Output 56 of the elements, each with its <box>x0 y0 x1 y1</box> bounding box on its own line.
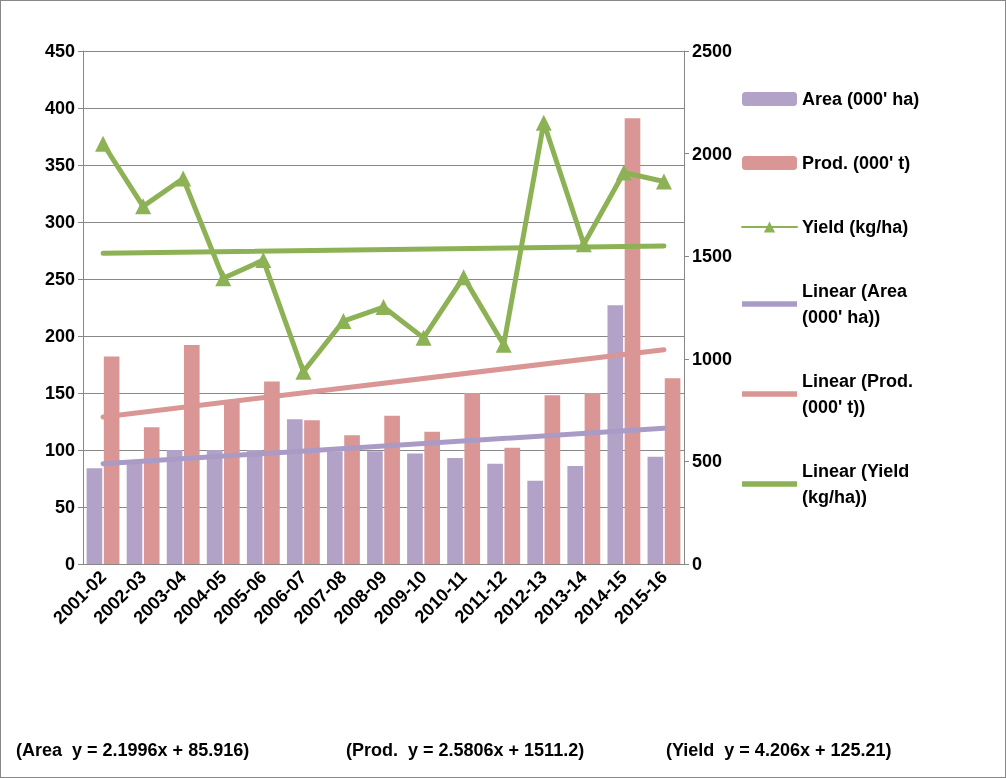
bar <box>504 447 521 564</box>
y-tick-label: 250 <box>44 269 75 289</box>
bar <box>584 393 601 564</box>
y2-tick-label: 2000 <box>692 143 733 164</box>
point <box>215 270 232 287</box>
y-tick-label: 300 <box>44 212 75 232</box>
bar <box>464 393 481 564</box>
bar <box>447 457 463 564</box>
point <box>375 299 392 316</box>
bar <box>304 420 320 564</box>
point <box>175 170 192 187</box>
point <box>455 269 472 286</box>
point <box>255 252 272 269</box>
legend-label: Prod. (000' t) <box>802 153 911 173</box>
point <box>135 198 152 215</box>
y-tick-label: 0 <box>64 554 75 574</box>
y-tick-label: 50 <box>54 497 75 517</box>
bar <box>143 427 160 564</box>
bar <box>647 456 664 564</box>
y-tick-label: 350 <box>44 155 75 175</box>
bar <box>344 435 360 564</box>
bar <box>664 378 681 564</box>
y-tick-label: 200 <box>44 326 75 346</box>
point <box>335 313 352 330</box>
point <box>655 173 672 190</box>
y2-tick-label: 0 <box>692 554 703 574</box>
y-tick-label: 150 <box>44 383 75 403</box>
point <box>295 363 312 380</box>
y-tick-label: 100 <box>44 440 75 460</box>
y2-tick-label: 500 <box>692 451 723 472</box>
y-tick-label: 450 <box>44 41 75 61</box>
legend-label: Linear (Yield (kg/ha)) <box>802 461 915 507</box>
bar <box>527 480 543 564</box>
bar <box>384 415 400 564</box>
legend-label: Linear (Area (000' ha)) <box>802 281 913 327</box>
text: (Area y = 2.1996x + 85.916) <box>16 740 250 760</box>
legend-label: Yield (kg/ha) <box>802 217 909 237</box>
text: (Prod. y = 2.5806x + 1511.2) <box>346 740 585 760</box>
bar <box>86 468 103 564</box>
text: (Yield y = 4.206x + 125.21) <box>666 740 892 760</box>
bar <box>407 453 423 564</box>
legend-label: Area (000' ha) <box>802 89 920 109</box>
y-tick-label: 400 <box>44 98 75 118</box>
point <box>415 329 432 346</box>
bar <box>544 395 561 564</box>
y2-tick-label: 1500 <box>692 246 733 267</box>
bar <box>424 431 440 564</box>
bar <box>487 463 503 564</box>
point <box>535 114 552 131</box>
point <box>615 164 632 181</box>
y2-tick-label: 2500 <box>692 41 733 61</box>
y2-tick-label: 1000 <box>692 348 733 369</box>
point <box>95 135 112 152</box>
point <box>575 236 592 253</box>
legend-label: Linear (Prod. (000' t)) <box>802 371 919 417</box>
bar <box>567 465 584 564</box>
